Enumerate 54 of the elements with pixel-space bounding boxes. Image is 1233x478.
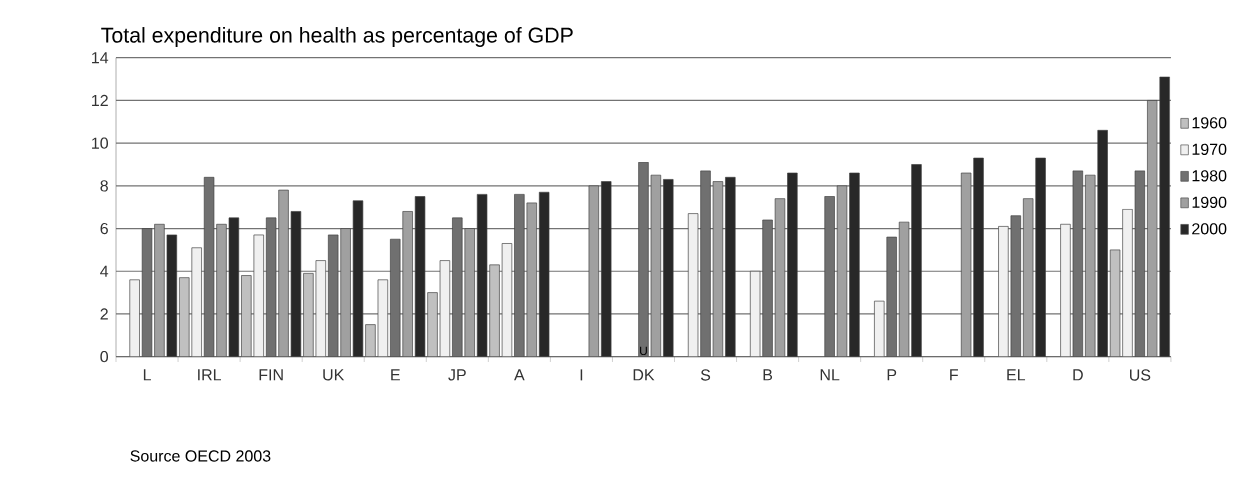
y-tick-label: 10 bbox=[92, 137, 109, 149]
x-tick-label: L bbox=[143, 369, 151, 381]
x-tick-label: JP bbox=[448, 369, 466, 381]
bar bbox=[402, 211, 413, 357]
chart-title: Total expenditure on health as percentage of GDP bbox=[101, 27, 573, 47]
x-tick-label: I bbox=[580, 369, 583, 381]
x-tick-label: IRL bbox=[198, 369, 222, 381]
y-tick-label: 4 bbox=[100, 265, 109, 277]
bar bbox=[427, 292, 438, 357]
bar bbox=[464, 228, 475, 357]
source-note: Source OECD 2003 bbox=[130, 450, 271, 462]
legend-label: 1980 bbox=[1192, 170, 1227, 182]
y-tick-label: 14 bbox=[92, 52, 109, 64]
legend-label: 1990 bbox=[1192, 196, 1227, 208]
x-tick-label: EL bbox=[1007, 369, 1026, 381]
bar bbox=[849, 172, 860, 357]
bar bbox=[303, 273, 314, 357]
y-tick-label: 0 bbox=[100, 350, 109, 363]
bar bbox=[154, 223, 165, 357]
x-tick-label: E bbox=[391, 369, 400, 381]
x-tick-label: FIN bbox=[259, 369, 283, 381]
x-tick-label: US bbox=[1130, 369, 1151, 381]
bar bbox=[216, 223, 227, 357]
x-tick-label: S bbox=[700, 369, 711, 381]
bar bbox=[1147, 100, 1158, 357]
x-tick-label: F bbox=[950, 369, 958, 381]
legend-label: 1970 bbox=[1192, 143, 1227, 155]
y-tick-label: 8 bbox=[100, 180, 108, 192]
x-tick-label: NL bbox=[820, 369, 840, 381]
bar bbox=[787, 172, 798, 357]
bar bbox=[1159, 76, 1170, 357]
x-tick-label: B bbox=[763, 369, 773, 381]
bar bbox=[278, 189, 289, 357]
legend-label: 1960 bbox=[1192, 117, 1227, 129]
bar bbox=[1097, 129, 1108, 357]
x-tick-label: D bbox=[1073, 369, 1083, 381]
bar bbox=[241, 275, 252, 357]
bar bbox=[179, 277, 190, 357]
legend-label: 2000 bbox=[1192, 223, 1227, 235]
x-tick-label: A bbox=[514, 369, 525, 381]
x-tick-label: P bbox=[887, 369, 897, 381]
x-tick-label: UK bbox=[323, 369, 345, 381]
y-tick-label: 2 bbox=[100, 308, 108, 320]
bar bbox=[489, 264, 500, 357]
y-tick-label: 6 bbox=[100, 222, 108, 235]
annotation: U bbox=[640, 346, 647, 356]
bar bbox=[340, 228, 351, 357]
bar bbox=[911, 164, 922, 357]
bar bbox=[1035, 157, 1046, 357]
bar bbox=[129, 279, 140, 357]
bar bbox=[725, 176, 736, 357]
x-tick-label: DK bbox=[633, 369, 655, 381]
y-tick-label: 12 bbox=[92, 94, 108, 107]
bar bbox=[973, 157, 984, 357]
